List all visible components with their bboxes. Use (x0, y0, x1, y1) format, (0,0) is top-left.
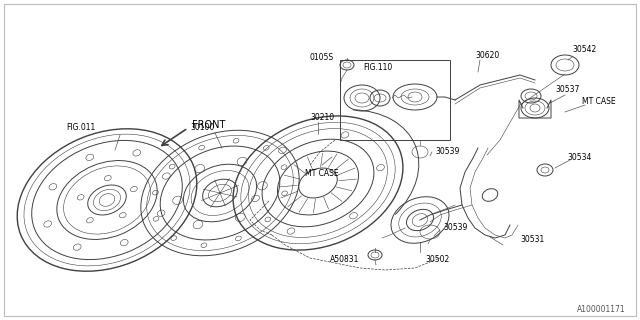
Text: 30539: 30539 (443, 223, 467, 233)
Text: A100001171: A100001171 (577, 305, 626, 314)
Text: 30534: 30534 (567, 154, 591, 163)
Text: 30537: 30537 (555, 85, 579, 94)
Text: FIG.110: FIG.110 (363, 63, 392, 73)
Text: MT CASE: MT CASE (305, 169, 339, 178)
Text: 30620: 30620 (475, 51, 499, 60)
Text: 0105S: 0105S (310, 53, 334, 62)
Text: 30502: 30502 (425, 255, 449, 265)
Text: FIG.011: FIG.011 (66, 124, 95, 132)
Text: 30539: 30539 (435, 148, 460, 156)
Text: 30100: 30100 (190, 124, 214, 132)
Bar (340, 60, 450, 140)
Text: 30531: 30531 (520, 236, 544, 244)
Text: A50831: A50831 (330, 255, 360, 265)
Text: 30210: 30210 (310, 114, 334, 123)
Text: FRONT: FRONT (192, 120, 225, 130)
Text: 30542: 30542 (572, 45, 596, 54)
Text: MT CASE: MT CASE (582, 98, 616, 107)
